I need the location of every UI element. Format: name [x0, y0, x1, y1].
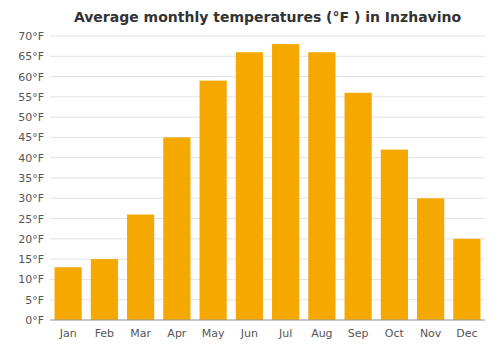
y-tick-label: 40°F [18, 152, 44, 165]
grid-line [50, 137, 485, 138]
x-tick-label: Mar [130, 327, 151, 340]
x-tick-label: Dec [456, 327, 477, 340]
x-tick-label: Aug [311, 327, 332, 340]
x-tick-label: Sep [348, 327, 369, 340]
y-tick-label: 0°F [25, 314, 44, 327]
x-tick-label: Jan [59, 327, 77, 340]
y-tick-label: 35°F [18, 172, 44, 185]
grid-line [50, 36, 485, 37]
y-tick-label: 20°F [18, 233, 44, 246]
grid-line [50, 157, 485, 158]
grid-line [50, 96, 485, 97]
y-tick-label: 55°F [18, 91, 44, 104]
y-tick-label: 50°F [18, 111, 44, 124]
chart: Average monthly temperatures (°F ) in In… [0, 0, 500, 350]
x-axis-line [50, 320, 485, 321]
x-tick-label: Oct [385, 327, 405, 340]
y-tick-label: 5°F [25, 294, 44, 307]
bar [453, 239, 480, 320]
x-tick-label: Jul [278, 327, 292, 340]
x-tick-label: Feb [95, 327, 114, 340]
grid-line [50, 76, 485, 77]
y-tick-label: 15°F [18, 253, 44, 266]
grid-line [50, 178, 485, 179]
x-tick-label: May [202, 327, 225, 340]
bar [381, 150, 408, 320]
bar [345, 93, 372, 320]
bars [55, 44, 481, 320]
bar [417, 198, 444, 320]
y-tick-label: 70°F [18, 30, 44, 43]
x-tick-label: Nov [420, 327, 442, 340]
grid-line [50, 320, 485, 321]
bar [91, 259, 118, 320]
bar [236, 52, 263, 320]
y-tick-label: 65°F [18, 50, 44, 63]
bar [127, 215, 154, 320]
bar [200, 81, 227, 320]
y-tick-label: 25°F [18, 213, 44, 226]
bar [272, 44, 299, 320]
title: Average monthly temperatures (°F ) in In… [74, 9, 462, 25]
y-tick-label: 60°F [18, 71, 44, 84]
bar [163, 137, 190, 320]
x-tick-label: Jun [240, 327, 258, 340]
bar [308, 52, 335, 320]
x-tick-label: Apr [167, 327, 187, 340]
y-tick-label: 10°F [18, 273, 44, 286]
grid-line [50, 117, 485, 118]
grid [50, 36, 485, 320]
y-tick-label: 30°F [18, 192, 44, 205]
bar [55, 267, 82, 320]
grid-line [50, 56, 485, 57]
y-tick-label: 45°F [18, 131, 44, 144]
